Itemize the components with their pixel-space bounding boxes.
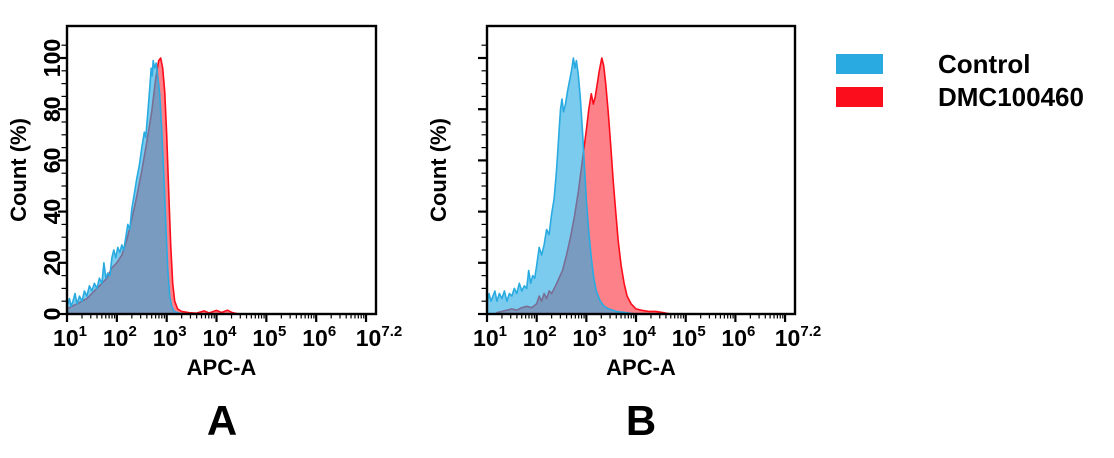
x-tick-label: 104 (622, 323, 657, 351)
y-tick-label: 60 (39, 148, 65, 174)
control-color-swatch (836, 54, 883, 74)
x-tick-label: 102 (523, 323, 557, 351)
x-tick-label: 106 (721, 323, 755, 351)
legend-item-dmc100460: DMC100460 (836, 82, 1084, 112)
plot-frame (65, 24, 378, 316)
x-tick-label: 104 (203, 323, 238, 351)
histogram-control (66, 59, 188, 315)
y-tick-label: 100 (39, 39, 65, 77)
y-axis-title: Count (%) (426, 118, 451, 222)
x-tick-label: 105 (252, 323, 286, 351)
x-tick-label: 102 (103, 323, 137, 351)
x-tick-label: 107.2 (775, 323, 821, 351)
legend: Control DMC100460 (836, 49, 1084, 120)
y-tick-label: 80 (39, 96, 65, 122)
y-tick-label: 40 (39, 199, 65, 225)
panel-a-letter: A (206, 397, 238, 444)
y-tick-label: 20 (39, 250, 65, 276)
dmc100460-color-swatch (836, 87, 883, 107)
panel-b-letter: B (625, 397, 657, 444)
x-axis-title: APC-A (187, 355, 257, 380)
x-tick-label: 106 (302, 323, 336, 351)
y-tick-label: 20 (39, 250, 65, 276)
x-axis-title: APC-A (606, 355, 676, 380)
legend-item-control: Control (836, 49, 1084, 79)
x-tick-label: 103 (572, 323, 606, 351)
y-tick-label: 80 (39, 96, 65, 122)
y-tick-label: 40 (39, 199, 65, 225)
legend-label-dmc100460: DMC100460 (938, 82, 1084, 112)
y-tick-label: 100 (39, 39, 65, 77)
plot-frame (485, 24, 797, 316)
panel-a: 101 102 103 104 105 106 107.2 0 20 40 60 80 100 APC-A… (6, 24, 402, 380)
x-tick-label: 101 (473, 323, 507, 351)
x-tick-label: 101 (53, 323, 87, 351)
y-tick-label: 0 (39, 308, 65, 321)
legend-label-control: Control (938, 49, 1031, 79)
y-tick-label: 60 (39, 148, 65, 174)
y-axis-title: Count (%) (6, 118, 31, 222)
x-tick-label: 103 (153, 323, 187, 351)
x-tick-label: 105 (672, 323, 706, 351)
y-tick-label: 0 (39, 308, 65, 321)
histogram-control (486, 57, 637, 315)
x-tick-label: 107.2 (356, 323, 402, 351)
panel-b: 101 102 103 104 105 106 107.2 0 20 40 60 80 100 APC-A… (39, 24, 821, 380)
